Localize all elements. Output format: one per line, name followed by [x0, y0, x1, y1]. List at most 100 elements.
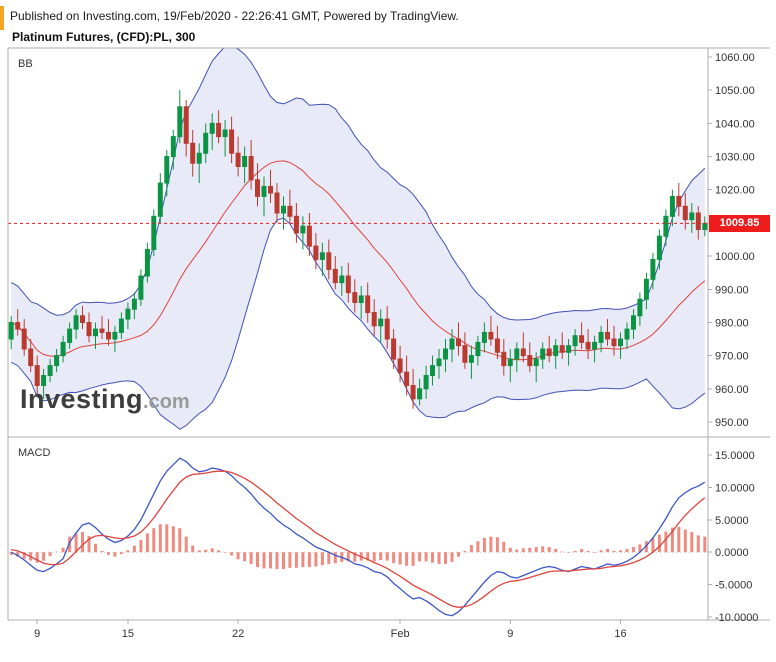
price-axis-label[interactable]: 1040.00: [715, 118, 755, 130]
price-axis-label[interactable]: 1050.00: [715, 85, 755, 97]
price-axis-label[interactable]: 1060.00: [715, 52, 755, 64]
candle-body: [274, 192, 280, 214]
price-axis-label[interactable]: 1000.00: [715, 251, 755, 263]
candle-body: [507, 358, 513, 367]
candle-body: [514, 348, 520, 360]
macd-histogram-bar: [619, 550, 622, 553]
time-axis-label[interactable]: Feb: [391, 628, 410, 640]
price-axis-label[interactable]: 1030.00: [715, 152, 755, 164]
candle-body: [209, 122, 215, 134]
macd-histogram-bar: [87, 536, 91, 553]
candle-body: [605, 331, 610, 340]
candle-body: [164, 156, 170, 184]
candle-body: [229, 129, 235, 154]
candle-body: [112, 331, 118, 340]
price-axis-label[interactable]: 1020.00: [715, 185, 755, 197]
bb-indicator-label: BB: [18, 58, 33, 70]
macd-histogram-bar: [411, 552, 415, 566]
candle-body: [572, 335, 578, 347]
macd-histogram-bar: [703, 536, 707, 553]
macd-histogram-bar: [55, 551, 59, 553]
macd-histogram-bar: [204, 549, 208, 553]
candle-body: [177, 106, 183, 138]
price-axis-label[interactable]: 950.00: [715, 417, 749, 429]
price-axis-label[interactable]: 990.00: [715, 284, 749, 296]
macd-histogram-bar: [269, 552, 272, 569]
macd-histogram-bar: [158, 524, 162, 553]
candle-body: [624, 328, 630, 340]
candle-body: [15, 322, 21, 330]
macd-histogram-bar: [48, 552, 52, 557]
candle-body: [86, 322, 92, 337]
candle-body: [397, 358, 403, 373]
macd-histogram-bar: [476, 541, 480, 553]
candle-body: [281, 205, 286, 214]
candle-body: [21, 328, 27, 350]
macd-histogram-bar: [68, 536, 72, 553]
time-axis-label[interactable]: 9: [507, 628, 513, 640]
macd-histogram-bar: [100, 550, 104, 553]
macd-histogram-bar: [282, 552, 285, 569]
macd-histogram-bar: [444, 552, 447, 564]
macd-axis-label[interactable]: 0.0000: [715, 547, 749, 559]
macd-histogram-bar: [230, 552, 234, 556]
candle-body: [131, 298, 137, 310]
macd-histogram-bar: [677, 526, 681, 553]
macd-histogram-bar: [314, 552, 318, 567]
macd-axis-label[interactable]: 10.0000: [715, 482, 755, 494]
macd-histogram-bar: [469, 545, 473, 553]
candle-body: [268, 185, 273, 194]
candle-body: [436, 358, 442, 367]
macd-histogram-bar: [521, 548, 525, 553]
candle-body: [216, 122, 222, 138]
macd-histogram-bar: [61, 547, 65, 553]
price-axis-label[interactable]: 960.00: [715, 384, 749, 396]
macd-histogram-bar: [418, 552, 422, 562]
macd-histogram-bar: [191, 545, 195, 553]
candle-body: [73, 315, 79, 330]
candle-body: [527, 355, 533, 367]
macd-histogram-bar: [139, 539, 143, 553]
candle-body: [54, 355, 60, 367]
macd-axis-label[interactable]: 5.0000: [715, 515, 749, 527]
candle-body: [540, 348, 546, 360]
price-axis-label[interactable]: 970.00: [715, 351, 749, 363]
candle-body: [255, 179, 260, 197]
candle-body: [170, 136, 176, 158]
candle-body: [326, 252, 332, 270]
candle-body: [643, 278, 649, 300]
time-axis-label[interactable]: 16: [614, 628, 626, 640]
macd-histogram-bar: [217, 550, 221, 553]
macd-histogram-bar: [547, 547, 551, 553]
macd-histogram-bar: [249, 552, 253, 564]
macd-histogram-bar: [541, 546, 545, 553]
time-axis-label[interactable]: 9: [34, 628, 40, 640]
candle-body: [125, 308, 131, 320]
candle-body: [99, 328, 105, 333]
macd-histogram-bar: [515, 549, 519, 553]
macd-histogram-bar: [398, 552, 402, 565]
candle-body: [365, 295, 371, 313]
time-axis-label[interactable]: 22: [232, 628, 244, 640]
macd-axis-label[interactable]: -10.0000: [715, 612, 758, 624]
macd-axis-label[interactable]: -5.0000: [715, 580, 752, 592]
macd-histogram-bar: [275, 552, 279, 569]
macd-histogram-bar: [320, 552, 324, 566]
macd-axis-label[interactable]: 15.0000: [715, 450, 755, 462]
candle-body: [410, 385, 416, 400]
macd-histogram-bar: [612, 550, 616, 553]
time-axis-label[interactable]: 15: [122, 628, 134, 640]
macd-histogram-bar: [152, 528, 156, 553]
macd-histogram-bar: [178, 528, 182, 553]
candle-body: [689, 212, 695, 221]
main-pane[interactable]: [8, 45, 708, 430]
macd-histogram-bar: [107, 552, 110, 555]
candle-body: [475, 341, 481, 357]
candle-body: [332, 268, 338, 284]
candle-body: [319, 252, 325, 260]
candle-body: [592, 341, 598, 350]
macd-pane[interactable]: [8, 457, 708, 617]
candle-body: [417, 388, 423, 400]
price-axis-label[interactable]: 980.00: [715, 318, 749, 330]
